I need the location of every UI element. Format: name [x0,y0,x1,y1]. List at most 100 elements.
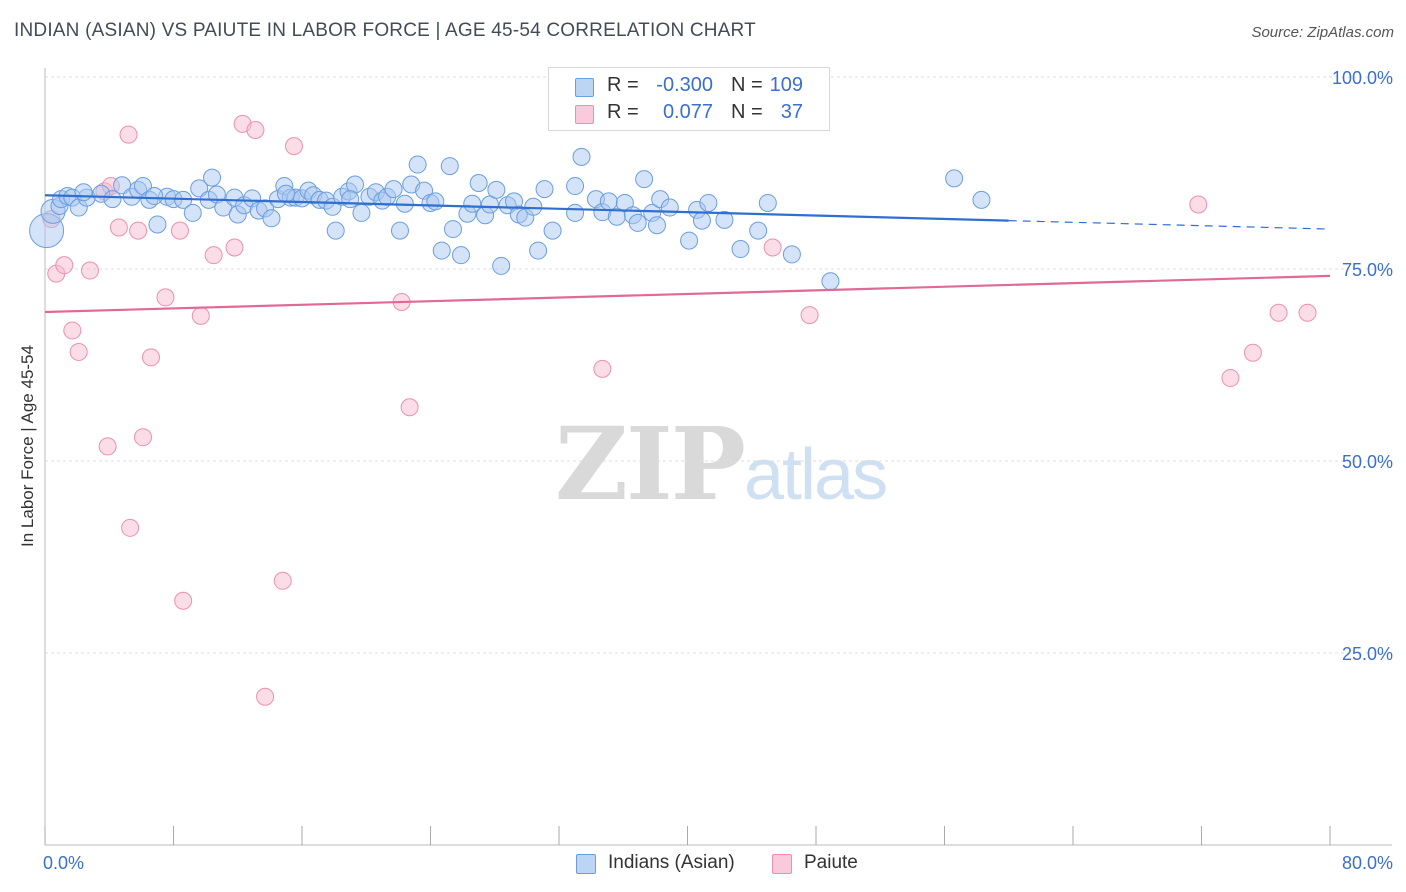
legend-swatch-paiute [575,105,594,124]
tick-labels: 100.0% 75.0% 50.0% 25.0% 0.0% 80.0% [43,68,1393,873]
indians-point [566,203,585,222]
source-label: Source: ZipAtlas.com [1251,24,1394,41]
legend-swatch-indians [575,78,594,97]
y-tick-label: 100.0% [1332,68,1393,88]
indians-point [487,180,506,199]
indians-point [535,180,554,199]
indians-point [148,215,167,234]
indians-point [628,213,647,232]
indians-point [145,187,164,206]
paiute-point [174,591,193,610]
paiute-point [284,137,303,156]
indians-point [692,211,711,230]
x-tick-label: 80.0% [1342,853,1393,873]
indians-point [529,241,548,260]
y-tick-label: 75.0% [1342,260,1393,280]
indians-point [647,216,666,235]
indians-point [635,170,654,189]
paiute-point [121,518,140,537]
series-legend-swatch-paiute [772,854,792,874]
indians-point [183,203,202,222]
paiute-point [1243,343,1262,362]
indians-point [660,198,679,217]
indians-point [945,169,964,188]
indians-point [103,190,122,209]
indians-point [821,272,840,291]
indians-point [492,256,511,275]
indians-point [715,210,734,229]
series-legend-label-indians: Indians (Asian) [608,852,735,873]
indians-point [203,168,222,187]
indians-point [440,157,459,176]
paiute-point [225,238,244,257]
indians-point [384,180,403,199]
indians-point [390,221,409,240]
x-tick-label: 0.0% [43,853,84,873]
watermark-atlas: atlas [743,435,888,515]
indians-point [262,209,281,228]
indians-point [352,203,371,222]
legend-row-paiute: R = 0.077 N = 37 [549,100,829,126]
y-tick-label: 25.0% [1342,644,1393,664]
indians-point [599,192,618,211]
paiute-point [80,261,99,280]
indians-point [74,183,93,202]
paiute-point [63,321,82,340]
grid-lines [45,76,1392,654]
paiute-point [119,125,138,144]
legend-n-value: 37 [780,101,803,123]
indians-point [190,179,209,198]
legend-r-label: R = [607,101,639,123]
paiute-point [800,306,819,325]
paiute-point [1298,303,1317,322]
indians-point [341,190,360,209]
series-indians-points [29,147,991,291]
chart-title: INDIAN (ASIAN) VS PAIUTE IN LABOR FORCE … [14,20,756,41]
indians-point [758,193,777,212]
legend-r-label: R = [607,74,639,96]
paiute-point [156,288,175,307]
indians-point [408,155,427,174]
watermark: ZIPatlas [555,405,888,523]
legend-row-indians: R = -0.300 N = 109 [549,73,829,99]
paiute-point [763,238,782,257]
paiute-point [133,428,152,447]
indians-point [543,221,562,240]
series-paiute-points [42,68,1317,706]
indians-point [326,221,345,240]
paiute-point [246,120,265,139]
paiute-point [98,437,117,456]
paiute-point [273,571,292,590]
indians-point [699,193,718,212]
indians-point [276,184,295,203]
indians-point [463,194,482,213]
legend-r-value: -0.300 [656,74,713,96]
legend-n-value: 109 [769,74,803,96]
trend-lines [44,194,1331,314]
paiute-trend-line [44,274,1331,314]
indians-point [443,220,462,239]
indians-trend-extension [1008,220,1331,230]
y-axis-label: In Labor Force | Age 45-54 [18,345,37,547]
series-legend-swatch-indians [576,854,596,874]
paiute-point [1221,369,1240,388]
paiute-point [191,306,210,325]
indians-point [452,246,471,265]
legend-r-value: 0.077 [662,101,713,123]
paiute-point [129,221,148,240]
indians-point [566,177,585,196]
indians-point [469,173,488,192]
indians-trend-line [44,194,1009,222]
paiute-point [142,348,161,367]
paiute-point [109,218,128,237]
paiute-point [256,687,275,706]
indians-point [426,192,445,211]
paiute-point [400,398,419,417]
paiute-point [204,246,223,265]
indians-point [972,190,991,209]
legend-n-label: N = [731,74,763,96]
axes [44,68,1392,846]
correlation-legend: R = -0.300 N = 109 R = 0.077 N = 37 [548,67,830,131]
indians-point [680,231,699,250]
